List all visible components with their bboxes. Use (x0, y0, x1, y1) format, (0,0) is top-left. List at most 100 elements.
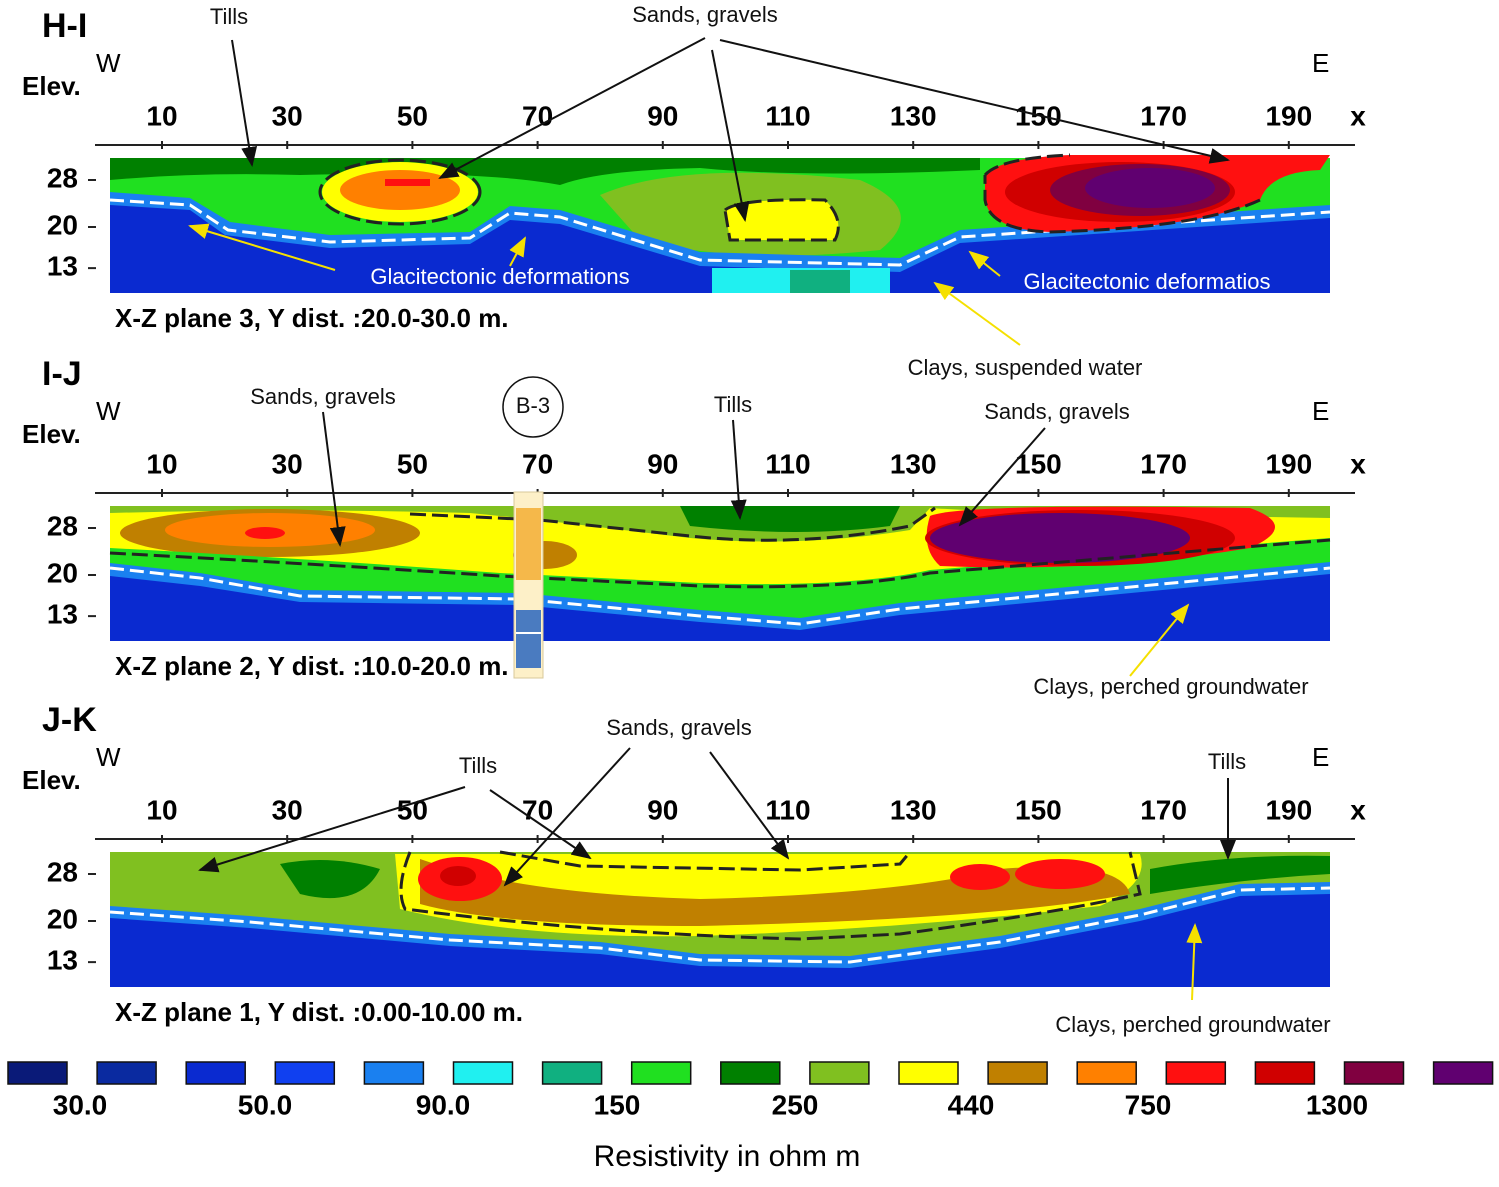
section-layer (1150, 855, 1330, 894)
legend-swatch (7, 1061, 68, 1085)
annotation: Glacitectonic deformations (370, 264, 629, 289)
annotation-arrow (711, 49, 750, 222)
annotation-arrow (322, 411, 346, 547)
panel: H-IWEElev.1030507090110130150170190x2820… (22, 7, 1366, 333)
elev-label: Elev. (22, 419, 81, 449)
x-tick-label: 70 (522, 448, 553, 479)
y-tick-label: 20 (47, 903, 78, 934)
annotation: Clays, suspended water (908, 355, 1143, 380)
x-tick-label: 70 (522, 794, 553, 825)
section-layer (1085, 168, 1215, 208)
annotation-arrow (968, 250, 1001, 277)
y-tick-label: 28 (47, 510, 78, 541)
annotation: Clays, perched groundwater (1055, 1012, 1330, 1037)
y-tick-label: 20 (47, 557, 78, 588)
x-tick-label: 170 (1140, 100, 1187, 131)
annotation-arrow (730, 419, 747, 520)
annotation: B-3 (516, 393, 550, 418)
x-tick-label: 110 (765, 448, 810, 479)
legend-swatch (1343, 1061, 1405, 1085)
section-layer (109, 886, 1331, 964)
annotation-arrow (709, 751, 790, 860)
caption: X-Z plane 1, Y dist. :0.00-10.00 m. (115, 997, 523, 1027)
section-layer (109, 566, 1331, 626)
legend-label: 50.0 (238, 1089, 293, 1120)
x-tick-label: 110 (765, 794, 810, 825)
legend-label: 750 (1125, 1089, 1172, 1120)
section-layer (930, 513, 1190, 563)
x-tick-label: 10 (146, 100, 177, 131)
annotation-arrow (438, 37, 706, 179)
legend-label: 1300 (1306, 1089, 1368, 1120)
resistivity-section (109, 506, 1331, 641)
x-tick-label: 130 (890, 794, 937, 825)
legend-swatch (1432, 1061, 1494, 1085)
west-label: W (96, 48, 121, 78)
x-tick-label: 170 (1140, 448, 1187, 479)
legend-label: 150 (594, 1089, 641, 1120)
legend-label: 250 (772, 1089, 819, 1120)
west-label: W (96, 742, 121, 772)
legend-label: 30.0 (53, 1089, 108, 1120)
annotation-arrow (1186, 923, 1203, 1001)
x-tick-label: 50 (397, 448, 428, 479)
legend-swatch (96, 1061, 157, 1085)
x-tick-label: 190 (1265, 448, 1312, 479)
borehole-layer (516, 610, 541, 668)
annotation-arrow (1129, 603, 1190, 677)
x-tick-label: 50 (397, 100, 428, 131)
x-tick-label: 30 (272, 448, 303, 479)
legend-swatch (185, 1061, 246, 1085)
y-tick-label: 13 (47, 251, 78, 282)
x-tick-label: 30 (272, 100, 303, 131)
x-axis-label: x (1350, 100, 1366, 131)
x-axis-label: x (1350, 448, 1366, 479)
x-tick-label: 10 (146, 794, 177, 825)
legend-swatch (452, 1061, 514, 1085)
annotation: Sands, gravels (250, 384, 396, 409)
annotation-circle (502, 376, 564, 438)
annotation: Clays, perched groundwater (1033, 674, 1308, 699)
legend-swatch (987, 1061, 1048, 1085)
section-layer (110, 205, 1330, 293)
x-tick-label: 130 (890, 100, 937, 131)
section-layer (680, 506, 900, 532)
x-tick-label: 90 (647, 448, 678, 479)
y-tick-label: 13 (47, 945, 78, 976)
x-tick-label: 10 (146, 448, 177, 479)
x-axis-label: x (1350, 794, 1366, 825)
panel-label: I-J (42, 355, 82, 393)
x-tick-label: 190 (1265, 794, 1312, 825)
section-layer (245, 527, 285, 539)
annotation-arrow (188, 223, 336, 271)
east-label: E (1312, 48, 1329, 78)
annotation: Sands, gravels (632, 2, 778, 27)
legend-swatch (720, 1061, 781, 1085)
legend-swatch (363, 1061, 425, 1085)
x-tick-label: 90 (647, 100, 678, 131)
annotation: Tills (210, 4, 248, 29)
x-tick-label: 110 (765, 100, 810, 131)
panel-label: J-K (42, 701, 97, 739)
annotation: Tills (459, 753, 497, 778)
section-layer (109, 538, 1331, 589)
x-tick-label: 90 (647, 794, 678, 825)
elev-label: Elev. (22, 71, 81, 101)
resistivity-section (109, 850, 1331, 987)
annotation: Tills (714, 392, 752, 417)
section-layer (790, 270, 850, 293)
borehole (513, 491, 544, 679)
east-label: E (1312, 396, 1329, 426)
legend-title: Resistivity in ohm m (594, 1140, 861, 1173)
section-layer (950, 864, 1010, 890)
y-tick-label: 28 (47, 856, 78, 887)
legend-swatch (898, 1061, 959, 1085)
legend-label: 90.0 (416, 1089, 471, 1120)
legend-swatch (630, 1061, 692, 1085)
section-layer (440, 866, 476, 886)
panel-label: H-I (42, 7, 87, 45)
annotation-arrow (198, 786, 466, 873)
legend-swatch (274, 1061, 336, 1085)
